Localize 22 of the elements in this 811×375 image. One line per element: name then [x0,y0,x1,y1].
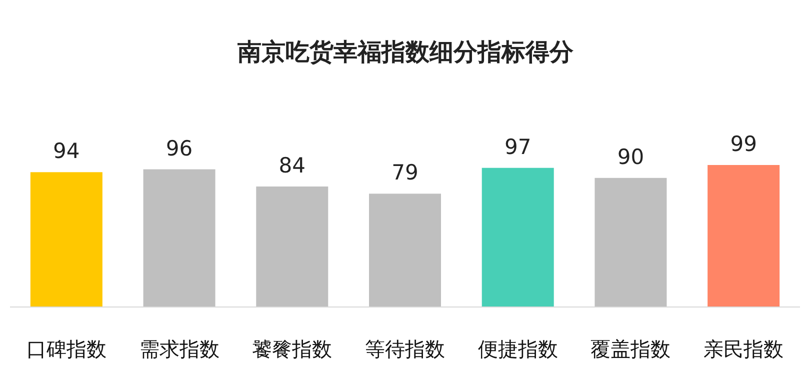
data-label: 84 [278,154,306,178]
bar [30,172,102,307]
data-label: 97 [504,134,532,159]
x-tick-label: 口碑指数 [26,337,106,361]
bar [256,186,328,307]
x-tick-label: 需求指数 [139,337,220,361]
x-tick-label: 便捷指数 [478,337,558,361]
x-tick-label: 覆盖指数 [590,337,671,361]
bar [369,194,441,307]
x-tick-label: 亲民指数 [704,337,784,361]
chart-title: 南京吃货幸福指数细分指标得分 [236,38,574,66]
data-label: 99 [730,132,757,156]
bar [482,168,554,307]
data-label: 96 [166,136,193,160]
bar [594,178,667,307]
x-tick-label: 饕餮指数 [252,337,332,361]
data-label: 79 [392,160,418,185]
bar [143,169,216,307]
x-tick-label: 等待指数 [365,337,445,361]
data-label: 94 [53,139,80,164]
data-label: 90 [617,144,644,169]
bar [708,165,780,307]
